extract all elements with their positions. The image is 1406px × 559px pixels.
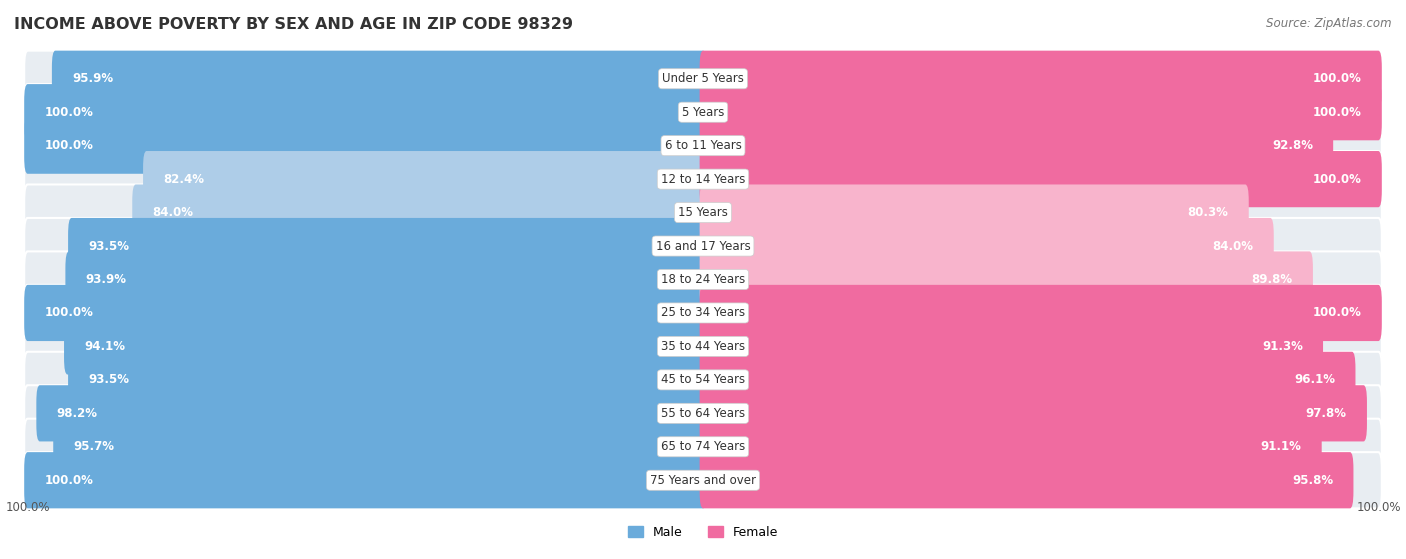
FancyBboxPatch shape (24, 151, 1382, 207)
Legend: Male, Female: Male, Female (623, 520, 783, 544)
FancyBboxPatch shape (24, 117, 706, 174)
FancyBboxPatch shape (700, 285, 1382, 341)
Text: 91.1%: 91.1% (1261, 440, 1302, 453)
FancyBboxPatch shape (700, 117, 1333, 174)
Text: Source: ZipAtlas.com: Source: ZipAtlas.com (1267, 17, 1392, 30)
FancyBboxPatch shape (700, 84, 1382, 140)
FancyBboxPatch shape (24, 318, 1382, 375)
FancyBboxPatch shape (24, 117, 1382, 174)
Text: 98.2%: 98.2% (56, 407, 97, 420)
Text: 100.0%: 100.0% (45, 139, 93, 152)
FancyBboxPatch shape (700, 151, 1382, 207)
Text: 94.1%: 94.1% (84, 340, 125, 353)
FancyBboxPatch shape (24, 285, 706, 341)
Text: 95.9%: 95.9% (72, 72, 114, 86)
Text: Under 5 Years: Under 5 Years (662, 72, 744, 86)
Text: 100.0%: 100.0% (45, 473, 93, 487)
Text: 100.0%: 100.0% (1313, 72, 1361, 86)
Text: 100.0%: 100.0% (45, 306, 93, 319)
FancyBboxPatch shape (700, 352, 1355, 408)
FancyBboxPatch shape (52, 51, 706, 107)
Text: 80.3%: 80.3% (1188, 206, 1229, 219)
FancyBboxPatch shape (53, 419, 706, 475)
FancyBboxPatch shape (66, 252, 706, 307)
Text: 25 to 34 Years: 25 to 34 Years (661, 306, 745, 319)
FancyBboxPatch shape (24, 84, 1382, 140)
FancyBboxPatch shape (700, 252, 1313, 307)
FancyBboxPatch shape (65, 318, 706, 375)
Text: 95.7%: 95.7% (73, 440, 114, 453)
FancyBboxPatch shape (24, 352, 1382, 408)
Text: INCOME ABOVE POVERTY BY SEX AND AGE IN ZIP CODE 98329: INCOME ABOVE POVERTY BY SEX AND AGE IN Z… (14, 17, 574, 32)
Text: 65 to 74 Years: 65 to 74 Years (661, 440, 745, 453)
Text: 100.0%: 100.0% (1357, 500, 1400, 514)
Text: 45 to 54 Years: 45 to 54 Years (661, 373, 745, 386)
FancyBboxPatch shape (24, 452, 706, 508)
FancyBboxPatch shape (143, 151, 706, 207)
Text: 89.8%: 89.8% (1251, 273, 1292, 286)
Text: 93.9%: 93.9% (86, 273, 127, 286)
FancyBboxPatch shape (24, 252, 1382, 307)
FancyBboxPatch shape (24, 84, 706, 140)
FancyBboxPatch shape (24, 218, 1382, 274)
FancyBboxPatch shape (700, 218, 1274, 274)
Text: 100.0%: 100.0% (1313, 106, 1361, 119)
Text: 93.5%: 93.5% (89, 373, 129, 386)
FancyBboxPatch shape (67, 352, 706, 408)
Text: 55 to 64 Years: 55 to 64 Years (661, 407, 745, 420)
FancyBboxPatch shape (700, 419, 1322, 475)
Text: 95.8%: 95.8% (1292, 473, 1333, 487)
FancyBboxPatch shape (700, 51, 1382, 107)
Text: 35 to 44 Years: 35 to 44 Years (661, 340, 745, 353)
FancyBboxPatch shape (700, 184, 1249, 241)
FancyBboxPatch shape (24, 452, 1382, 508)
Text: 6 to 11 Years: 6 to 11 Years (665, 139, 741, 152)
Text: 18 to 24 Years: 18 to 24 Years (661, 273, 745, 286)
Text: 100.0%: 100.0% (6, 500, 49, 514)
Text: 12 to 14 Years: 12 to 14 Years (661, 173, 745, 186)
Text: 16 and 17 Years: 16 and 17 Years (655, 240, 751, 253)
Text: 93.5%: 93.5% (89, 240, 129, 253)
Text: 92.8%: 92.8% (1272, 139, 1313, 152)
FancyBboxPatch shape (700, 385, 1367, 442)
Text: 91.3%: 91.3% (1263, 340, 1303, 353)
FancyBboxPatch shape (700, 452, 1354, 508)
Text: 97.8%: 97.8% (1306, 407, 1347, 420)
Text: 100.0%: 100.0% (1313, 173, 1361, 186)
Text: 5 Years: 5 Years (682, 106, 724, 119)
FancyBboxPatch shape (24, 184, 1382, 241)
FancyBboxPatch shape (132, 184, 706, 241)
Text: 15 Years: 15 Years (678, 206, 728, 219)
FancyBboxPatch shape (37, 385, 706, 442)
FancyBboxPatch shape (24, 51, 1382, 107)
Text: 100.0%: 100.0% (45, 106, 93, 119)
FancyBboxPatch shape (24, 285, 1382, 341)
Text: 84.0%: 84.0% (152, 206, 194, 219)
Text: 84.0%: 84.0% (1212, 240, 1254, 253)
Text: 75 Years and over: 75 Years and over (650, 473, 756, 487)
FancyBboxPatch shape (24, 419, 1382, 475)
Text: 100.0%: 100.0% (1313, 306, 1361, 319)
FancyBboxPatch shape (24, 385, 1382, 442)
Text: 96.1%: 96.1% (1294, 373, 1336, 386)
FancyBboxPatch shape (67, 218, 706, 274)
Text: 82.4%: 82.4% (163, 173, 204, 186)
FancyBboxPatch shape (700, 318, 1323, 375)
